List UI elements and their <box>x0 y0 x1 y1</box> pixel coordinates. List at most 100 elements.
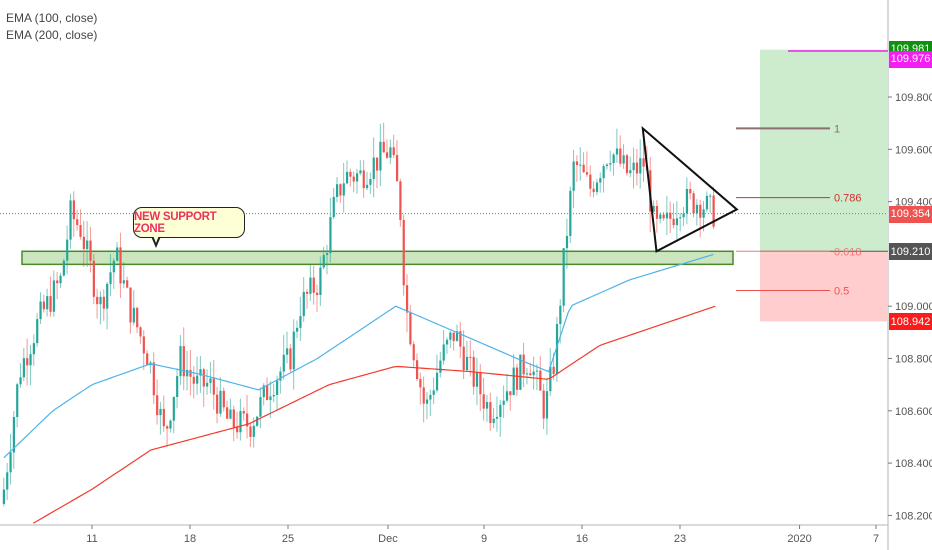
support-zone-callout[interactable]: NEW SUPPORT ZONE <box>133 207 245 238</box>
candle <box>375 157 379 189</box>
candle <box>76 210 79 231</box>
ema200-line <box>32 305 716 524</box>
candle <box>672 203 675 229</box>
candle <box>549 348 552 396</box>
candle-body <box>32 343 35 355</box>
candle-body <box>219 390 222 414</box>
candle <box>612 152 615 176</box>
ema100-line <box>3 253 714 459</box>
candle-body <box>342 183 345 196</box>
candle <box>229 398 232 420</box>
candle <box>82 220 85 268</box>
candle <box>136 306 139 334</box>
candle-body <box>512 367 515 396</box>
candle <box>422 376 425 423</box>
candle <box>99 291 102 325</box>
candle-body <box>269 396 272 401</box>
candle-body <box>365 184 369 189</box>
candle <box>405 274 409 333</box>
candle <box>222 387 225 412</box>
candle-body <box>625 155 629 174</box>
candle <box>192 366 195 399</box>
candle <box>565 218 569 269</box>
candle <box>306 289 309 309</box>
fib-level-label: 0.5 <box>834 286 849 298</box>
candle <box>19 363 22 388</box>
candle-body <box>525 373 529 375</box>
candle <box>692 190 695 218</box>
candle-body <box>659 214 662 219</box>
candle-body <box>259 397 262 417</box>
candle <box>332 187 335 219</box>
candle-body <box>326 253 329 256</box>
candle <box>709 193 712 214</box>
candle <box>425 392 429 420</box>
candle-body <box>189 369 192 377</box>
candle-body <box>146 353 149 366</box>
candle <box>632 147 635 189</box>
candle <box>329 197 332 263</box>
price-tag: 109.210 <box>889 243 932 261</box>
candle <box>352 171 355 193</box>
candle-body <box>495 416 499 419</box>
candle-body <box>279 371 282 381</box>
candle-body <box>2 489 5 504</box>
ema200-legend[interactable]: EMA (200, close) <box>6 28 98 42</box>
candle <box>62 258 65 277</box>
candle-body <box>116 247 119 261</box>
y-tick-label: 109.600 <box>895 144 932 156</box>
candle-body <box>455 331 459 342</box>
candle <box>695 199 699 226</box>
candle <box>156 379 159 425</box>
candle <box>269 381 272 418</box>
candle-body <box>36 319 39 344</box>
candle <box>286 331 289 364</box>
candle <box>249 423 252 448</box>
x-tick-label: 11 <box>86 533 97 545</box>
candle <box>429 389 432 416</box>
ema100-legend[interactable]: EMA (100, close) <box>6 11 98 25</box>
candle <box>36 313 39 347</box>
candle-body <box>309 277 312 294</box>
candle-body <box>535 370 539 372</box>
candle-body <box>452 332 455 342</box>
indicator-legend: EMA (100, close) EMA (200, close) <box>6 10 97 44</box>
candle-body <box>412 344 415 361</box>
candle-body <box>565 235 569 249</box>
candle-body <box>552 366 555 374</box>
candle-body <box>136 307 139 328</box>
candle-body <box>469 356 472 358</box>
candle <box>12 411 15 469</box>
candle-body <box>312 277 315 293</box>
candle <box>202 367 205 407</box>
candle <box>339 183 342 203</box>
candle-body <box>96 296 99 305</box>
candle <box>109 254 112 297</box>
candle-body <box>69 200 72 240</box>
candle <box>186 351 189 391</box>
candle-body <box>126 280 129 288</box>
y-tick-label: 109.800 <box>895 92 932 104</box>
candle <box>196 356 199 396</box>
candle <box>9 434 12 485</box>
candle <box>272 383 275 403</box>
y-tick-label: 108.800 <box>895 354 932 366</box>
candle-body <box>399 181 402 221</box>
candle <box>359 160 362 176</box>
candle-body <box>582 164 585 173</box>
candle-body <box>226 407 229 419</box>
candle <box>86 221 89 268</box>
candle-body <box>196 375 199 384</box>
candle-body <box>129 287 132 323</box>
candle <box>162 395 165 432</box>
candle <box>365 171 369 191</box>
candle-body <box>395 155 399 182</box>
candle-body <box>585 172 589 175</box>
candle <box>172 396 175 434</box>
candle <box>515 363 519 396</box>
candle-body <box>306 291 309 294</box>
candle <box>96 288 99 319</box>
candle <box>89 227 92 273</box>
candle <box>226 400 229 420</box>
